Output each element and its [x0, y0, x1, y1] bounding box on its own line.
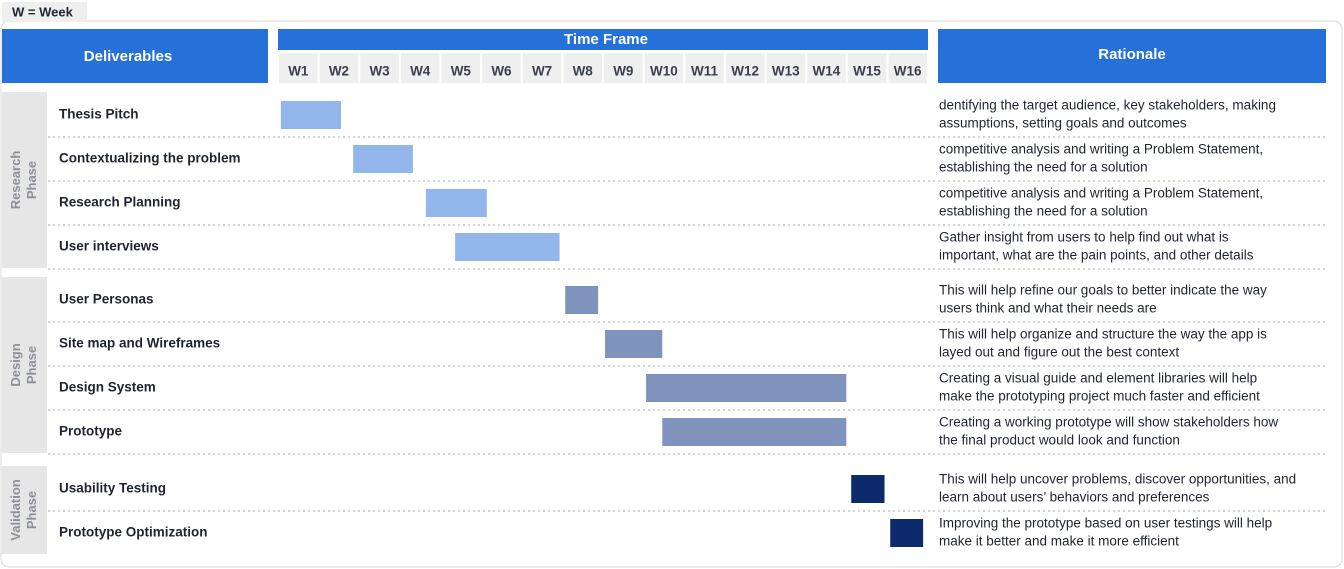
task-name: Research Planning — [59, 195, 181, 210]
task-bar — [662, 418, 847, 446]
rationale-text: important, what are the pain points, and… — [939, 248, 1254, 263]
timeframe-title: Time Frame — [564, 31, 648, 48]
week-label: W9 — [613, 64, 633, 79]
rationale-text: Creating a working prototype will show s… — [939, 415, 1278, 430]
phase-label: DesignPhase — [8, 343, 39, 386]
week-cell — [604, 53, 643, 83]
week-label: W6 — [491, 64, 512, 79]
task-bar — [646, 374, 847, 402]
rationale-text: users think and what their needs are — [939, 301, 1157, 316]
week-cell — [400, 53, 440, 83]
week-cell — [279, 53, 318, 83]
week-cell — [725, 53, 765, 83]
rationale-text: Improving the prototype based on user te… — [939, 516, 1272, 531]
deliverables-title: Deliverables — [84, 48, 172, 65]
week-cell — [685, 53, 724, 83]
task-bar — [425, 189, 487, 217]
rationale-text: learn about users’ behaviors and prefere… — [939, 490, 1210, 505]
legend-tab — [2, 2, 87, 22]
week-cell — [847, 53, 887, 83]
task-name: User Personas — [59, 292, 154, 307]
week-label: W10 — [650, 64, 678, 79]
task-name: User interviews — [59, 239, 159, 254]
phase-band — [2, 92, 47, 268]
phase-label-line: Phase — [24, 346, 39, 384]
rationale-text: competitive analysis and writing a Probl… — [939, 186, 1263, 201]
phase-label: ValidationPhase — [8, 479, 39, 540]
week-label: W1 — [288, 64, 309, 79]
week-label: W16 — [894, 64, 922, 79]
deliverables-header — [2, 29, 268, 83]
rationale-text: This will help organize and structure th… — [939, 327, 1267, 342]
rationale-text: Gather insight from users to help find o… — [939, 230, 1229, 245]
rationale-text: dentifying the target audience, key stak… — [939, 98, 1276, 113]
phase-label: ResearchPhase — [8, 151, 39, 210]
rationale-text: make it better and make it more efficien… — [939, 534, 1179, 549]
week-cell — [807, 53, 846, 83]
week-label: W8 — [573, 64, 594, 79]
legend-note: W = Week — [12, 4, 74, 19]
phase-label-line: Research — [8, 151, 23, 210]
week-label: W5 — [451, 64, 472, 79]
rationale-text: the final product would look and functio… — [939, 433, 1180, 448]
task-bar — [280, 101, 341, 129]
week-label: W4 — [410, 64, 431, 79]
week-label: W12 — [731, 64, 759, 79]
week-label: W14 — [813, 64, 841, 79]
rationale-text: Creating a visual guide and element libr… — [939, 371, 1257, 386]
week-label: W13 — [772, 64, 800, 79]
task-name: Site map and Wireframes — [59, 336, 220, 351]
rationale-text: make the prototyping project much faster… — [939, 389, 1260, 404]
week-cell — [563, 53, 602, 83]
task-bar — [353, 145, 413, 173]
week-cell — [360, 53, 399, 83]
phase-band — [2, 277, 47, 453]
rationale-text: establishing the need for a solution — [939, 204, 1148, 219]
rationale-text: competitive analysis and writing a Probl… — [939, 142, 1263, 157]
rationale-text: assumptions, setting goals and outcomes — [939, 116, 1187, 131]
phase-label-line: Phase — [24, 161, 39, 199]
week-label: W15 — [853, 64, 881, 79]
rationale-text: layed out and figure out the best contex… — [939, 345, 1179, 360]
task-name: Design System — [59, 380, 156, 395]
week-cell — [522, 53, 562, 83]
task-bar — [455, 233, 560, 261]
task-name: Contextualizing the problem — [59, 151, 241, 166]
week-label: W2 — [329, 64, 349, 79]
timeframe-header — [278, 29, 928, 50]
week-cell — [482, 53, 521, 83]
week-cell — [441, 53, 481, 83]
week-label: W11 — [691, 64, 719, 79]
task-name: Prototype Optimization — [59, 525, 208, 540]
task-name: Usability Testing — [59, 481, 166, 496]
task-name: Thesis Pitch — [59, 107, 139, 122]
week-label: W7 — [532, 64, 552, 79]
week-cell — [644, 53, 684, 83]
rationale-text: This will help uncover problems, discove… — [939, 472, 1296, 487]
week-cell — [766, 53, 806, 83]
task-bar — [565, 286, 599, 314]
rationale-title: Rationale — [1098, 46, 1166, 63]
task-bar — [890, 519, 924, 547]
week-label: W3 — [369, 64, 390, 79]
rationale-text: This will help refine our goals to bette… — [939, 283, 1267, 298]
phase-label-line: Phase — [24, 491, 39, 529]
phase-band — [2, 466, 47, 554]
rationale-header — [938, 29, 1326, 83]
phase-label-line: Validation — [8, 479, 23, 540]
week-cell — [319, 53, 359, 83]
task-name: Prototype — [59, 424, 122, 439]
task-bar — [851, 475, 885, 503]
frame — [0, 20, 1343, 568]
rationale-text: establishing the need for a solution — [939, 160, 1148, 175]
task-bar — [605, 330, 663, 358]
phase-label-line: Design — [8, 343, 23, 386]
week-cell — [888, 53, 927, 83]
